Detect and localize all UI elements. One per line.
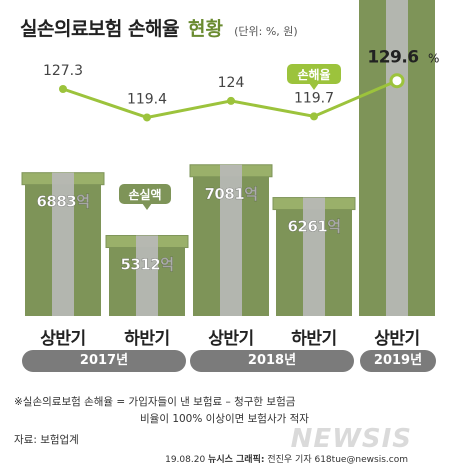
loss-value-label: 6883억 bbox=[36, 193, 89, 211]
title-row: 실손의료보험 손해율 현황 (단위: %, 원) bbox=[20, 14, 298, 41]
chart-svg: 6883억5312억7081억6261억1조3억127.3119.4124119… bbox=[21, 0, 439, 316]
loss-rate-point bbox=[59, 85, 67, 93]
loss-rate-label: 127.3 bbox=[43, 63, 83, 79]
credit-line: 19.08.20 뉴시스 그래픽: 전진우 기자 618tue@newsis.c… bbox=[165, 452, 408, 465]
credit-name: 전진우 기자 bbox=[267, 455, 312, 465]
legend-loss-tail bbox=[142, 203, 152, 210]
loss-bar-ribbon bbox=[220, 164, 242, 316]
loss-rate-label: 129.6 bbox=[367, 48, 418, 68]
loss-bar-ribbon bbox=[303, 197, 325, 316]
period-label: 상반기 bbox=[374, 329, 420, 349]
loss-value-label: 5312억 bbox=[120, 256, 173, 274]
footnote: ※실손의료보험 손해율 = 가입자들이 낸 보험료 – 청구한 보험금 비율이 … bbox=[14, 394, 309, 428]
footnote-line-2: 비율이 100% 이상이면 보험사가 적자 bbox=[140, 413, 309, 425]
newsis-watermark: NEWSIS bbox=[290, 424, 412, 454]
year-2017-badge: 2017년 bbox=[22, 350, 186, 372]
legend-loss-rate-label: 손해율 bbox=[297, 68, 330, 82]
footnote-line-1: ※실손의료보험 손해율 = 가입자들이 낸 보험료 – 청구한 보험금 bbox=[14, 396, 296, 408]
loss-value-label: 6261억 bbox=[287, 218, 340, 236]
period-label: 상반기 bbox=[40, 329, 86, 349]
loss-rate-point bbox=[310, 112, 318, 121]
year-2019-badge: 2019년 bbox=[360, 350, 436, 372]
unit-label: (단위: %, 원) bbox=[234, 25, 298, 38]
loss-bar-ribbon bbox=[52, 172, 74, 316]
loss-rate-point bbox=[143, 113, 151, 122]
loss-value-label: 7081억 bbox=[204, 185, 257, 203]
loss-rate-unit: % bbox=[428, 52, 439, 66]
loss-rate-point bbox=[389, 73, 405, 89]
credit-label: 뉴시스 그래픽: bbox=[208, 455, 265, 465]
loss-rate-point bbox=[227, 96, 235, 105]
loss-rate-label: 119.7 bbox=[294, 90, 334, 106]
loss-rate-label: 124 bbox=[218, 75, 245, 91]
source-label: 자료: 보험업계 bbox=[14, 434, 79, 446]
period-label: 하반기 bbox=[124, 329, 170, 349]
period-label: 상반기 bbox=[208, 329, 254, 349]
year-2018-badge: 2018년 bbox=[190, 350, 354, 372]
chart-subtitle: 현황 bbox=[188, 18, 223, 40]
loss-rate-label: 119.4 bbox=[127, 91, 167, 107]
credit-date: 19.08.20 bbox=[165, 455, 206, 465]
legend-loss-bg bbox=[119, 184, 171, 204]
credit-email: 618tue@newsis.com bbox=[314, 455, 408, 465]
legend-loss-label: 손실액 bbox=[128, 187, 161, 202]
loss-bar-ribbon bbox=[136, 235, 158, 316]
legend-loss-rate-tail bbox=[309, 83, 319, 90]
chart-title: 실손의료보험 손해율 bbox=[20, 18, 179, 40]
legend-loss-rate-bg bbox=[287, 64, 341, 84]
period-label: 하반기 bbox=[291, 329, 337, 349]
